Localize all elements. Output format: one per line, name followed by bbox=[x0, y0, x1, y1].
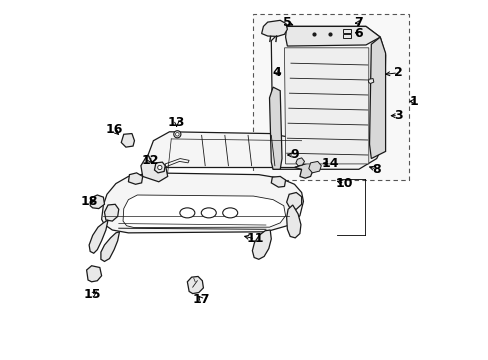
Polygon shape bbox=[90, 195, 104, 208]
Text: 12: 12 bbox=[141, 154, 158, 167]
Bar bbox=[253, 14, 408, 180]
Text: 1: 1 bbox=[409, 95, 418, 108]
Polygon shape bbox=[121, 134, 134, 147]
Polygon shape bbox=[284, 48, 368, 164]
Text: 13: 13 bbox=[167, 116, 185, 129]
Ellipse shape bbox=[180, 208, 194, 218]
Text: 10: 10 bbox=[335, 177, 352, 190]
Polygon shape bbox=[269, 87, 282, 169]
Polygon shape bbox=[369, 37, 385, 158]
Text: 9: 9 bbox=[289, 148, 298, 162]
Polygon shape bbox=[101, 232, 119, 261]
Polygon shape bbox=[295, 158, 304, 166]
Polygon shape bbox=[261, 20, 287, 36]
Polygon shape bbox=[271, 26, 385, 169]
Ellipse shape bbox=[222, 208, 237, 218]
Polygon shape bbox=[86, 266, 102, 282]
Text: 7: 7 bbox=[354, 16, 363, 29]
Ellipse shape bbox=[201, 208, 216, 218]
Polygon shape bbox=[102, 173, 303, 233]
Text: 17: 17 bbox=[192, 293, 210, 306]
Polygon shape bbox=[286, 193, 301, 209]
Text: 3: 3 bbox=[393, 109, 402, 122]
Polygon shape bbox=[294, 150, 319, 178]
Polygon shape bbox=[104, 204, 119, 221]
Polygon shape bbox=[128, 173, 142, 184]
Circle shape bbox=[157, 165, 162, 170]
Text: 4: 4 bbox=[272, 66, 281, 79]
Polygon shape bbox=[285, 26, 380, 46]
Polygon shape bbox=[89, 220, 108, 253]
Polygon shape bbox=[367, 78, 373, 84]
Polygon shape bbox=[123, 195, 285, 228]
Text: 8: 8 bbox=[371, 163, 380, 176]
Polygon shape bbox=[165, 158, 189, 167]
Text: 5: 5 bbox=[283, 16, 291, 29]
Polygon shape bbox=[271, 176, 285, 187]
Text: 11: 11 bbox=[246, 233, 264, 246]
Polygon shape bbox=[252, 230, 271, 259]
Circle shape bbox=[175, 132, 179, 136]
Text: 18: 18 bbox=[80, 195, 98, 208]
Polygon shape bbox=[148, 132, 319, 167]
Text: 15: 15 bbox=[84, 288, 101, 301]
Polygon shape bbox=[286, 205, 300, 238]
Polygon shape bbox=[141, 155, 167, 182]
Text: 14: 14 bbox=[321, 157, 338, 170]
Polygon shape bbox=[308, 161, 321, 173]
Text: 6: 6 bbox=[354, 27, 363, 40]
Polygon shape bbox=[187, 276, 203, 294]
Bar bbox=[343, 33, 350, 38]
Text: 16: 16 bbox=[105, 123, 122, 136]
Circle shape bbox=[173, 131, 181, 138]
Bar bbox=[343, 28, 350, 33]
Polygon shape bbox=[154, 162, 165, 173]
Text: 2: 2 bbox=[393, 66, 402, 79]
